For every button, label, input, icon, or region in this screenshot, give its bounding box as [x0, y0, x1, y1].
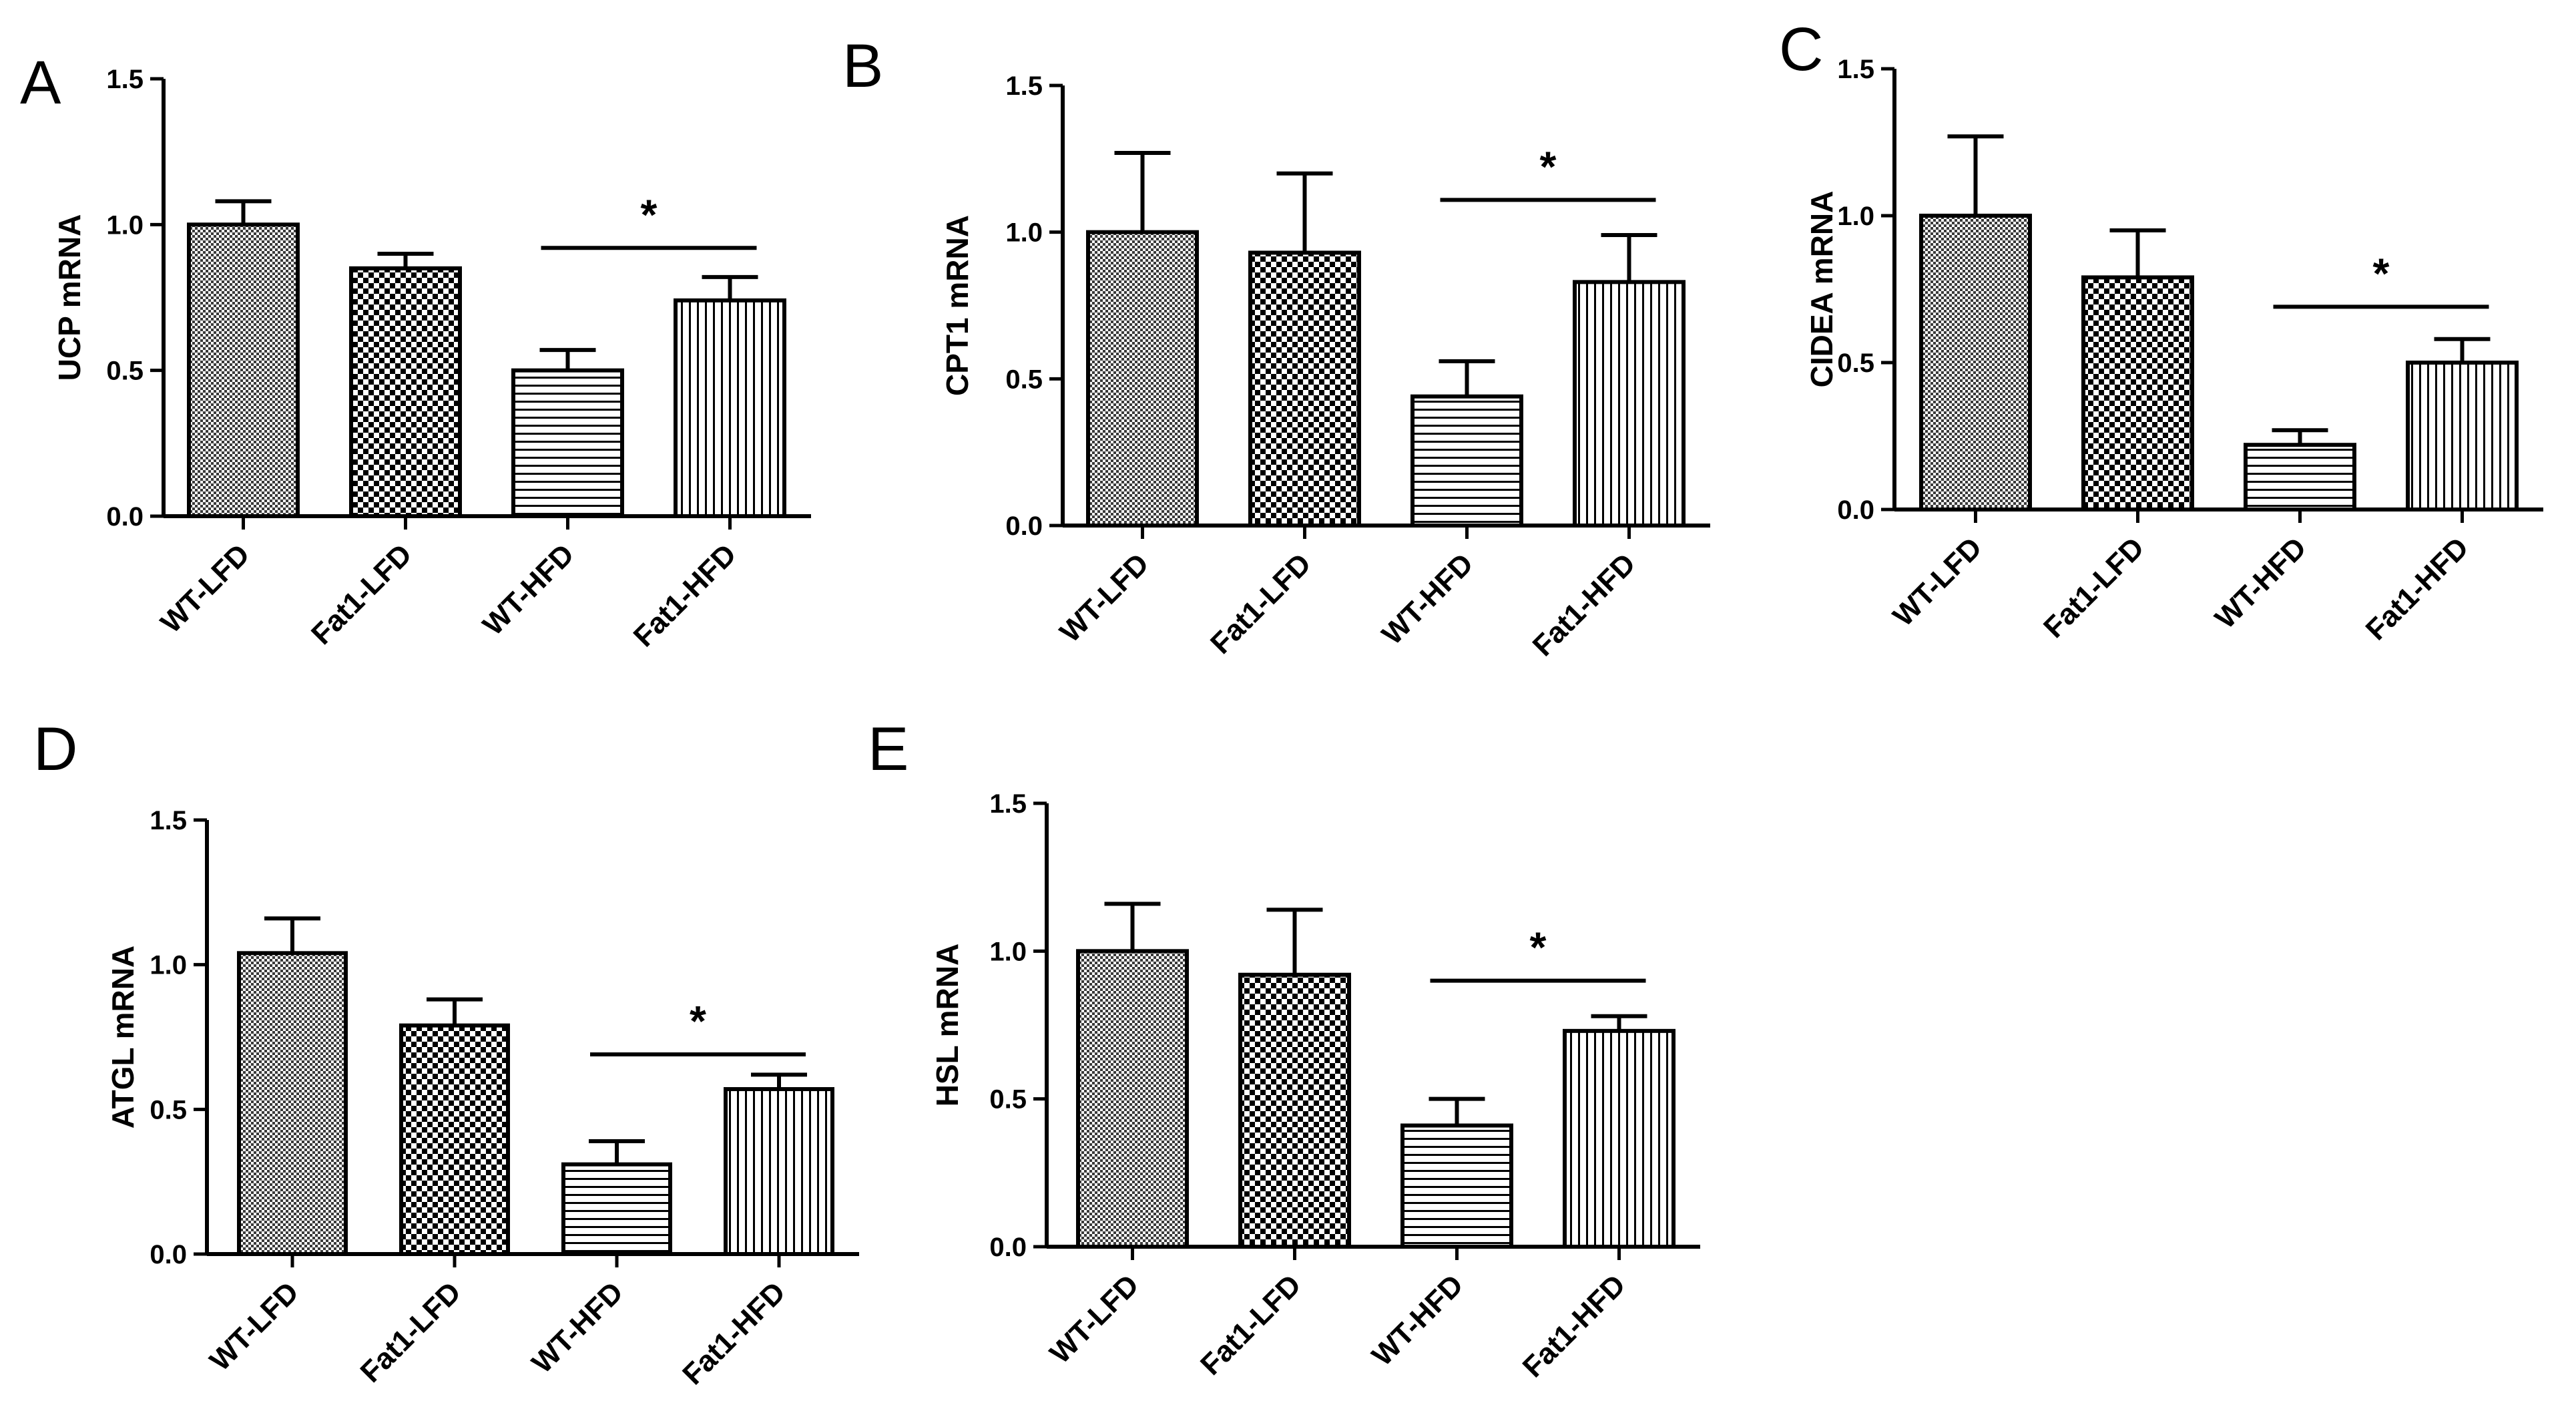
panel-d: D ATGL mRNA 0.0 0.5 1.0 1.5 WT-LFD Fat1-LFD WT-H… [33, 715, 859, 1391]
bar-wt-hfd [2244, 443, 2356, 512]
x-tick-label: Fat1-LFD [354, 1275, 467, 1388]
y-tick-label: 1.0 [1005, 218, 1043, 248]
y-tick-label: 1.0 [150, 951, 187, 980]
panel-c: C CIDEA mRNA 0.0 0.5 1.0 1.5 WT-LFD Fat1-LFD WT-… [1779, 15, 2543, 646]
x-tick-label: WT-HFD [1366, 1268, 1470, 1372]
y-axis-label: CPT1 mRNA [940, 215, 975, 396]
significance-marker: * [690, 997, 706, 1045]
panel-e: E HSL mRNA 0.0 0.5 1.0 1.5 WT-LFD Fat1-LFD WT-HF… [868, 715, 1700, 1384]
x-tick-label: Fat1-LFD [1194, 1268, 1307, 1381]
significance-marker: * [641, 190, 658, 238]
panel-letter-e: E [868, 715, 909, 783]
y-tick-label: 0.0 [989, 1233, 1027, 1262]
significance-marker: * [2373, 249, 2390, 297]
panel-letter-b: B [842, 32, 883, 100]
x-tick-label: WT-HFD [477, 538, 581, 642]
y-tick-label: 0.0 [150, 1240, 187, 1269]
y-tick-label: 1.5 [989, 789, 1027, 819]
y-axis-label: UCP mRNA [52, 214, 87, 381]
y-tick-label: 0.5 [150, 1095, 187, 1125]
panel-letter-c: C [1779, 15, 1823, 83]
panel-letter-a: A [20, 49, 61, 117]
significance-marker: * [1540, 142, 1557, 190]
bar-wt-hfd [1410, 394, 1523, 528]
bar-fat1-lfd [349, 266, 462, 518]
x-tick-label: Fat1-HFD [676, 1275, 792, 1391]
x-tick-label: Fat1-HFD [1527, 547, 1642, 662]
y-tick-label: 1.5 [150, 806, 187, 835]
x-tick-label: WT-HFD [1376, 547, 1480, 651]
bar-wt-lfd [237, 951, 348, 1257]
y-axis-label: ATGL mRNA [105, 946, 140, 1129]
x-tick-label: WT-LFD [154, 538, 256, 639]
panel-b: B CPT1 mRNA 0.0 0.5 1.0 1.5 WT-LFD Fat1-LFD WT-H… [842, 32, 1710, 662]
y-axis-label: CIDEA mRNA [1804, 191, 1839, 388]
bar-wt-lfd [1086, 230, 1199, 528]
bar-wt-lfd [1076, 949, 1189, 1249]
bar-fat1-hfd [2406, 361, 2519, 512]
y-tick-label: 0.0 [1837, 495, 1874, 525]
y-tick-label: 1.5 [1837, 55, 1874, 84]
y-tick-label: 0.0 [1005, 512, 1043, 541]
bar-wt-hfd [1400, 1123, 1513, 1249]
bar-fat1-lfd [399, 1023, 510, 1256]
panel-a: A UCP mRNA 0.0 0.5 1.0 1.5 WT-LFD Fat1-LFD WT-HF… [20, 49, 811, 653]
bar-wt-hfd [561, 1162, 672, 1256]
y-tick-label: 0.5 [1837, 349, 1874, 378]
x-tick-label: WT-HFD [525, 1275, 629, 1380]
y-tick-label: 1.5 [1005, 71, 1043, 101]
y-tick-label: 1.5 [106, 65, 144, 94]
x-tick-label: Fat1-LFD [1204, 547, 1317, 660]
y-tick-label: 0.0 [106, 502, 144, 532]
panel-letter-d: D [33, 715, 77, 783]
bar-wt-hfd [511, 368, 624, 519]
x-tick-label: WT-LFD [204, 1275, 305, 1377]
y-tick-label: 0.5 [989, 1085, 1027, 1114]
x-tick-label: Fat1-LFD [305, 538, 418, 650]
y-axis-label: HSL mRNA [930, 944, 965, 1107]
bar-wt-lfd [187, 222, 300, 518]
bar-fat1-lfd [1248, 250, 1361, 528]
bar-fat1-hfd [674, 298, 786, 518]
bar-fat1-lfd [2081, 275, 2194, 512]
bar-fat1-hfd [1563, 1028, 1676, 1249]
y-tick-label: 0.5 [106, 357, 144, 386]
y-tick-label: 1.0 [106, 210, 144, 240]
y-tick-label: 0.5 [1005, 365, 1043, 394]
y-tick-label: 1.0 [1837, 202, 1874, 231]
x-tick-label: Fat1-HFD [1517, 1268, 1632, 1384]
y-tick-label: 1.0 [989, 937, 1027, 966]
x-tick-label: Fat1-LFD [2037, 531, 2150, 644]
x-tick-label: WT-LFD [1053, 547, 1155, 648]
x-tick-label: Fat1-HFD [2360, 531, 2475, 646]
x-tick-label: WT-LFD [1043, 1268, 1145, 1370]
x-tick-label: WT-HFD [2209, 531, 2313, 635]
bar-wt-lfd [1919, 214, 2032, 512]
x-tick-label: Fat1-HFD [627, 538, 743, 653]
bar-fat1-hfd [724, 1087, 834, 1256]
bar-fat1-lfd [1238, 972, 1351, 1249]
significance-marker: * [1530, 924, 1547, 972]
x-tick-label: WT-LFD [1886, 531, 1988, 632]
bar-fat1-hfd [1573, 280, 1686, 528]
